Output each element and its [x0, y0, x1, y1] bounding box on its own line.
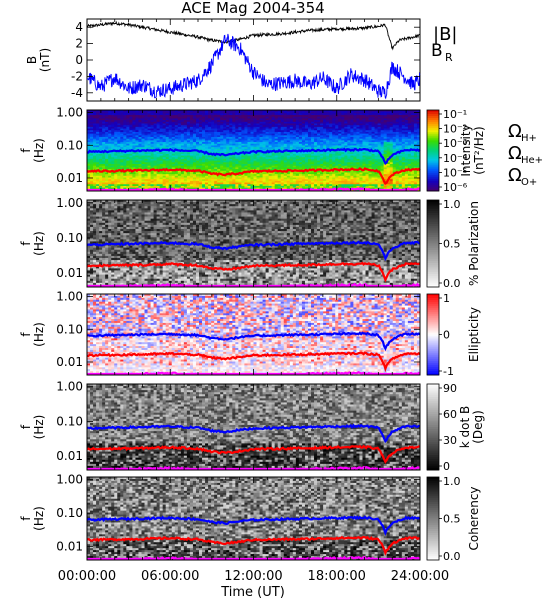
y-tick-label: 1.00	[56, 196, 83, 210]
gyro-line-h	[86, 423, 421, 444]
x-tick-label: 06:00:00	[141, 569, 199, 584]
colorbar-tick-label: 0	[443, 460, 450, 473]
colorbar-tick-label: 10⁻⁶	[443, 181, 468, 194]
panel-polarization: 1.00 0.10 0.01 f(Hz) 1.0 0.5 0.0 % Polarization	[19, 196, 481, 290]
legend-gyro-sub-2: O+	[521, 177, 537, 188]
gyro-line-he	[86, 535, 421, 556]
y-tick-label: 1.00	[56, 380, 83, 394]
y-tick-label: 0.10	[56, 322, 83, 336]
y-tick-label: 0.01	[56, 355, 83, 369]
colorbar-tick-label: 10⁻³	[443, 137, 467, 150]
panel-magnetic-field: 4 2 0 -2 -4 B(nT) |B|B R	[25, 18, 457, 102]
y-axis-label-f: f(Hz)	[19, 231, 46, 256]
gyro-line-h	[86, 515, 421, 537]
colorbar: 1.0 0.5 0.0	[426, 475, 461, 563]
y-tick-label: 0.10	[56, 138, 83, 152]
gyro-line-h	[86, 240, 421, 262]
heatmap-cells	[87, 110, 421, 192]
colorbar-tick-label: 90	[443, 382, 457, 395]
y-tick-label: 2	[75, 37, 83, 51]
colorbar-tick-label: 30	[443, 434, 457, 447]
legend-gyro-0: Ω	[508, 121, 522, 142]
colorbar-label: k dot B(Deg)	[458, 406, 485, 448]
colorbar-label: % Polarization	[467, 201, 481, 286]
panel-kdotb: 1.00 0.10 0.01 f(Hz) 90 60 30 0 k dot B(Deg)	[19, 380, 485, 473]
colorbar-tick-label: 1.0	[443, 475, 461, 488]
y-tick-label: 0.01	[56, 540, 83, 554]
series-line-btotal	[86, 20, 421, 51]
colorbar-tick-label: 1.0	[443, 198, 461, 211]
y-tick-label: 0.10	[56, 231, 83, 245]
heatmap-cells	[87, 384, 421, 471]
y-axis-label-f: f(Hz)	[19, 322, 46, 347]
gyro-line-he	[86, 444, 420, 464]
panels: 420-2-4B(nT)|B|B R1.000.100.01f(Hz)10⁻¹10…	[19, 18, 543, 563]
colorbar-tick-label: 10⁻⁴	[443, 152, 468, 165]
legend-br: B	[431, 41, 443, 61]
x-axis: 00:00:00 06:00:00 12:00:00 18:00:00 24:00:00	[58, 569, 449, 584]
colorbar-tick-label: 0.0	[443, 550, 461, 563]
legend-gyro-sub-0: H+	[521, 133, 537, 144]
x-tick-label: 18:00:00	[308, 569, 366, 584]
y-tick-label: 0.01	[56, 449, 83, 463]
legend-br-sub: R	[445, 51, 453, 64]
legend-btotal: |B|	[433, 24, 457, 45]
panel-coherency: 1.00 0.10 0.01 f(Hz) 1.0 0.5 0.0 Coherency	[19, 473, 481, 563]
gyro-line-h	[86, 147, 421, 166]
x-tick-label: 12:00:00	[224, 569, 282, 584]
colorbar-tick-label: -1	[443, 365, 454, 378]
colorbar-label: Intensity(nT²/Hz)	[459, 124, 486, 176]
legend-gyro-2: Ω	[508, 165, 522, 186]
colorbar-tick-label: 10⁻⁵	[443, 166, 467, 179]
colorbar-label: Ellipticity	[467, 307, 481, 362]
gyro-line-he	[86, 351, 421, 373]
y-axis-label-b: B(nT)	[25, 48, 52, 72]
y-tick-label: -2	[71, 69, 83, 83]
colorbar-tick-label: 60	[443, 408, 457, 421]
y-tick-label: 1.00	[56, 473, 83, 487]
x-axis-label: Time (UT)	[220, 585, 285, 600]
y-tick-label: 0.10	[56, 414, 83, 428]
colorbar: 90 60 30 0	[426, 382, 457, 473]
y-tick-label: 0.01	[56, 266, 83, 280]
y-tick-label: 0	[75, 53, 83, 67]
colorbar-tick-label: 0.5	[443, 238, 461, 251]
y-tick-label: 0.10	[56, 506, 83, 520]
gyro-line-he	[86, 261, 421, 283]
y-tick-label: 1.00	[56, 290, 83, 304]
colorbar-tick-label: 0.5	[443, 513, 461, 526]
legend-gyro-1: Ω	[508, 143, 522, 164]
gyro-line-h	[86, 331, 421, 352]
y-axis-label-f: f(Hz)	[19, 506, 46, 531]
colorbar: 1.0 0.5 0.0	[426, 198, 461, 290]
colorbar-label: Coherency	[467, 486, 481, 550]
y-axis-label-f: f(Hz)	[19, 138, 46, 163]
series-line-br	[86, 33, 421, 100]
colorbar-tick-label: 0	[443, 329, 450, 342]
y-tick-label: 0.01	[56, 171, 83, 185]
colorbar: 1 0 -1	[426, 292, 454, 378]
colorbar-tick-label: 1	[443, 292, 450, 305]
legend-gyrofrequencies: Ω H+Ω He+Ω O+	[508, 121, 543, 188]
colorbar-tick-label: 10⁻²	[443, 123, 467, 136]
x-tick-label: 00:00:00	[58, 569, 116, 584]
legend-gyro-sub-1: He+	[521, 155, 543, 166]
panel-ellipticity: 1.00 0.10 0.01 f(Hz) 1 0 -1 Ellipticity	[19, 290, 481, 378]
y-axis-label-f: f(Hz)	[19, 415, 46, 440]
colorbar: 10⁻¹ 10⁻²10⁻³ 10⁻⁴10⁻⁵ 10⁻⁶	[426, 108, 468, 194]
colorbar-tick-label: 10⁻¹	[443, 108, 467, 121]
x-tick-label: 24:00:00	[391, 569, 449, 584]
y-tick-label: 1.00	[56, 106, 83, 120]
figure-title: ACE Mag 2004-354	[181, 0, 324, 17]
panel-intensity: 1.000.100.01f(Hz)10⁻¹10⁻²10⁻³10⁻⁴10⁻⁵10⁻…	[19, 106, 486, 194]
gyro-line-he	[86, 167, 421, 186]
y-tick-label: -4	[71, 86, 83, 100]
colorbar-tick-label: 0.0	[443, 277, 461, 290]
y-tick-label: 4	[75, 20, 83, 34]
